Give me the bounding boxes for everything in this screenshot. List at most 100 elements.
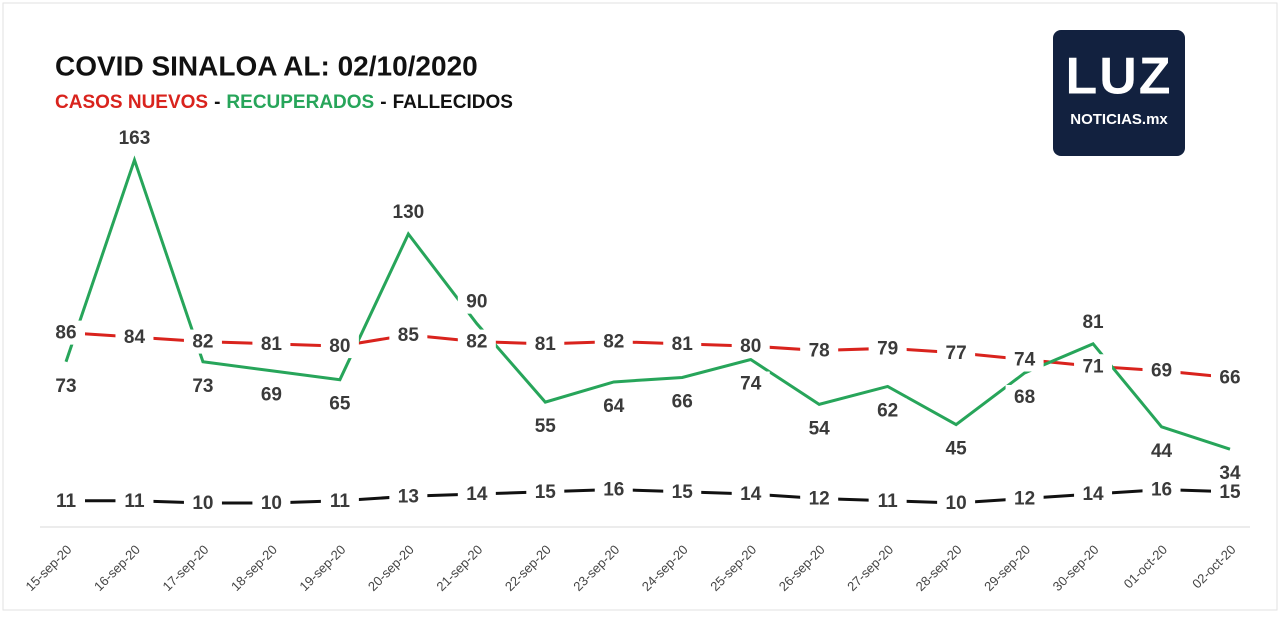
label-bg	[663, 389, 702, 414]
data-label: 12	[809, 489, 830, 510]
label-bg	[457, 289, 496, 314]
data-label: 80	[740, 336, 761, 357]
data-label: 68	[1014, 387, 1035, 408]
data-label: 86	[55, 323, 76, 344]
label-bg	[937, 340, 976, 365]
label-bg	[526, 331, 565, 356]
label-bg	[183, 491, 222, 515]
data-label: 65	[329, 394, 351, 415]
data-label: 62	[877, 400, 898, 421]
data-label: 81	[1082, 312, 1104, 333]
data-label: 10	[946, 493, 967, 514]
legend-entry: CASOS NUEVOS	[55, 92, 208, 113]
data-label: 79	[877, 338, 898, 359]
data-label: 45	[946, 439, 968, 460]
label-bg	[47, 320, 85, 345]
data-label: 64	[603, 396, 625, 417]
logo-subtitle: NOTICIAS.mx	[1070, 111, 1168, 128]
data-label: 10	[261, 493, 282, 514]
label-bg	[868, 336, 907, 361]
data-label: 13	[398, 486, 419, 507]
label-bg	[731, 334, 770, 359]
label-bg	[1211, 365, 1249, 390]
label-bg	[115, 488, 154, 513]
label-bg	[731, 371, 770, 396]
label-bg	[1142, 477, 1181, 502]
label-bg	[594, 393, 633, 418]
label-bg	[594, 477, 633, 502]
data-label: 66	[672, 391, 693, 412]
data-label: 81	[672, 334, 694, 355]
data-label: 74	[740, 374, 762, 395]
data-label: 130	[393, 202, 425, 223]
label-bg	[800, 338, 839, 363]
chart-title: COVID SINALOA AL: 02/10/2020	[55, 50, 478, 81]
label-bg	[1074, 482, 1113, 507]
label-bg	[115, 325, 154, 350]
label-bg	[252, 382, 291, 407]
data-label: 16	[1151, 480, 1172, 501]
data-label: 82	[192, 332, 213, 353]
data-label: 15	[672, 482, 694, 503]
data-label: 73	[55, 376, 76, 397]
data-label: 55	[535, 416, 557, 437]
data-label: 11	[124, 491, 145, 512]
label-bg	[389, 322, 428, 347]
logo: LUZ NOTICIAS.mx	[1053, 30, 1185, 156]
label-bg	[1005, 486, 1044, 511]
label-bg	[868, 398, 907, 423]
label-bg	[389, 484, 428, 509]
label-bg	[320, 391, 359, 416]
data-label: 15	[1219, 482, 1241, 503]
label-bg	[1074, 309, 1113, 334]
data-label: 163	[119, 128, 151, 149]
data-label: 81	[261, 334, 283, 355]
data-label: 34	[1219, 463, 1241, 484]
data-label: 11	[56, 491, 77, 512]
label-bg	[663, 479, 702, 504]
label-bg	[1142, 358, 1181, 383]
label-bg	[1211, 479, 1249, 504]
label-bg	[663, 331, 702, 356]
label-bg	[800, 486, 839, 511]
data-label: 11	[878, 491, 899, 512]
label-bg	[183, 373, 222, 398]
subtitle: CASOS NUEVOS - RECUPERADOS - FALLECIDOS	[55, 92, 513, 113]
label-bg	[731, 482, 770, 507]
label-bg	[526, 479, 565, 504]
legend-entry: RECUPERADOS	[226, 92, 374, 113]
label-bg	[937, 436, 976, 461]
label-bg	[800, 416, 839, 441]
label-bg	[115, 126, 154, 150]
data-label: 16	[603, 480, 624, 501]
data-label: 78	[809, 341, 830, 362]
label-bg	[457, 329, 496, 354]
data-label: 84	[124, 327, 146, 348]
data-label: 54	[809, 418, 831, 439]
label-bg	[47, 488, 85, 513]
label-bg	[594, 329, 633, 354]
data-label: 71	[1082, 356, 1104, 377]
data-label: 66	[1219, 367, 1240, 388]
logo-title: LUZ	[1065, 48, 1172, 106]
label-bg	[389, 199, 428, 224]
label-bg	[1005, 384, 1044, 409]
data-label: 81	[535, 334, 557, 355]
data-label: 82	[603, 332, 624, 353]
data-label: 69	[1151, 361, 1172, 382]
data-label: 11	[330, 491, 351, 512]
data-label: 82	[466, 332, 487, 353]
data-label: 44	[1151, 441, 1173, 462]
label-bg	[1142, 438, 1181, 463]
data-label: 80	[329, 336, 350, 357]
label-bg	[47, 373, 85, 398]
data-label: 90	[466, 292, 487, 313]
data-label: 14	[1082, 484, 1104, 505]
label-bg	[320, 334, 359, 359]
data-label: 12	[1014, 489, 1035, 510]
label-bg	[252, 331, 291, 356]
label-bg	[526, 414, 565, 439]
data-label: 77	[946, 343, 967, 364]
data-label: 14	[740, 484, 762, 505]
data-label: 10	[192, 493, 213, 514]
